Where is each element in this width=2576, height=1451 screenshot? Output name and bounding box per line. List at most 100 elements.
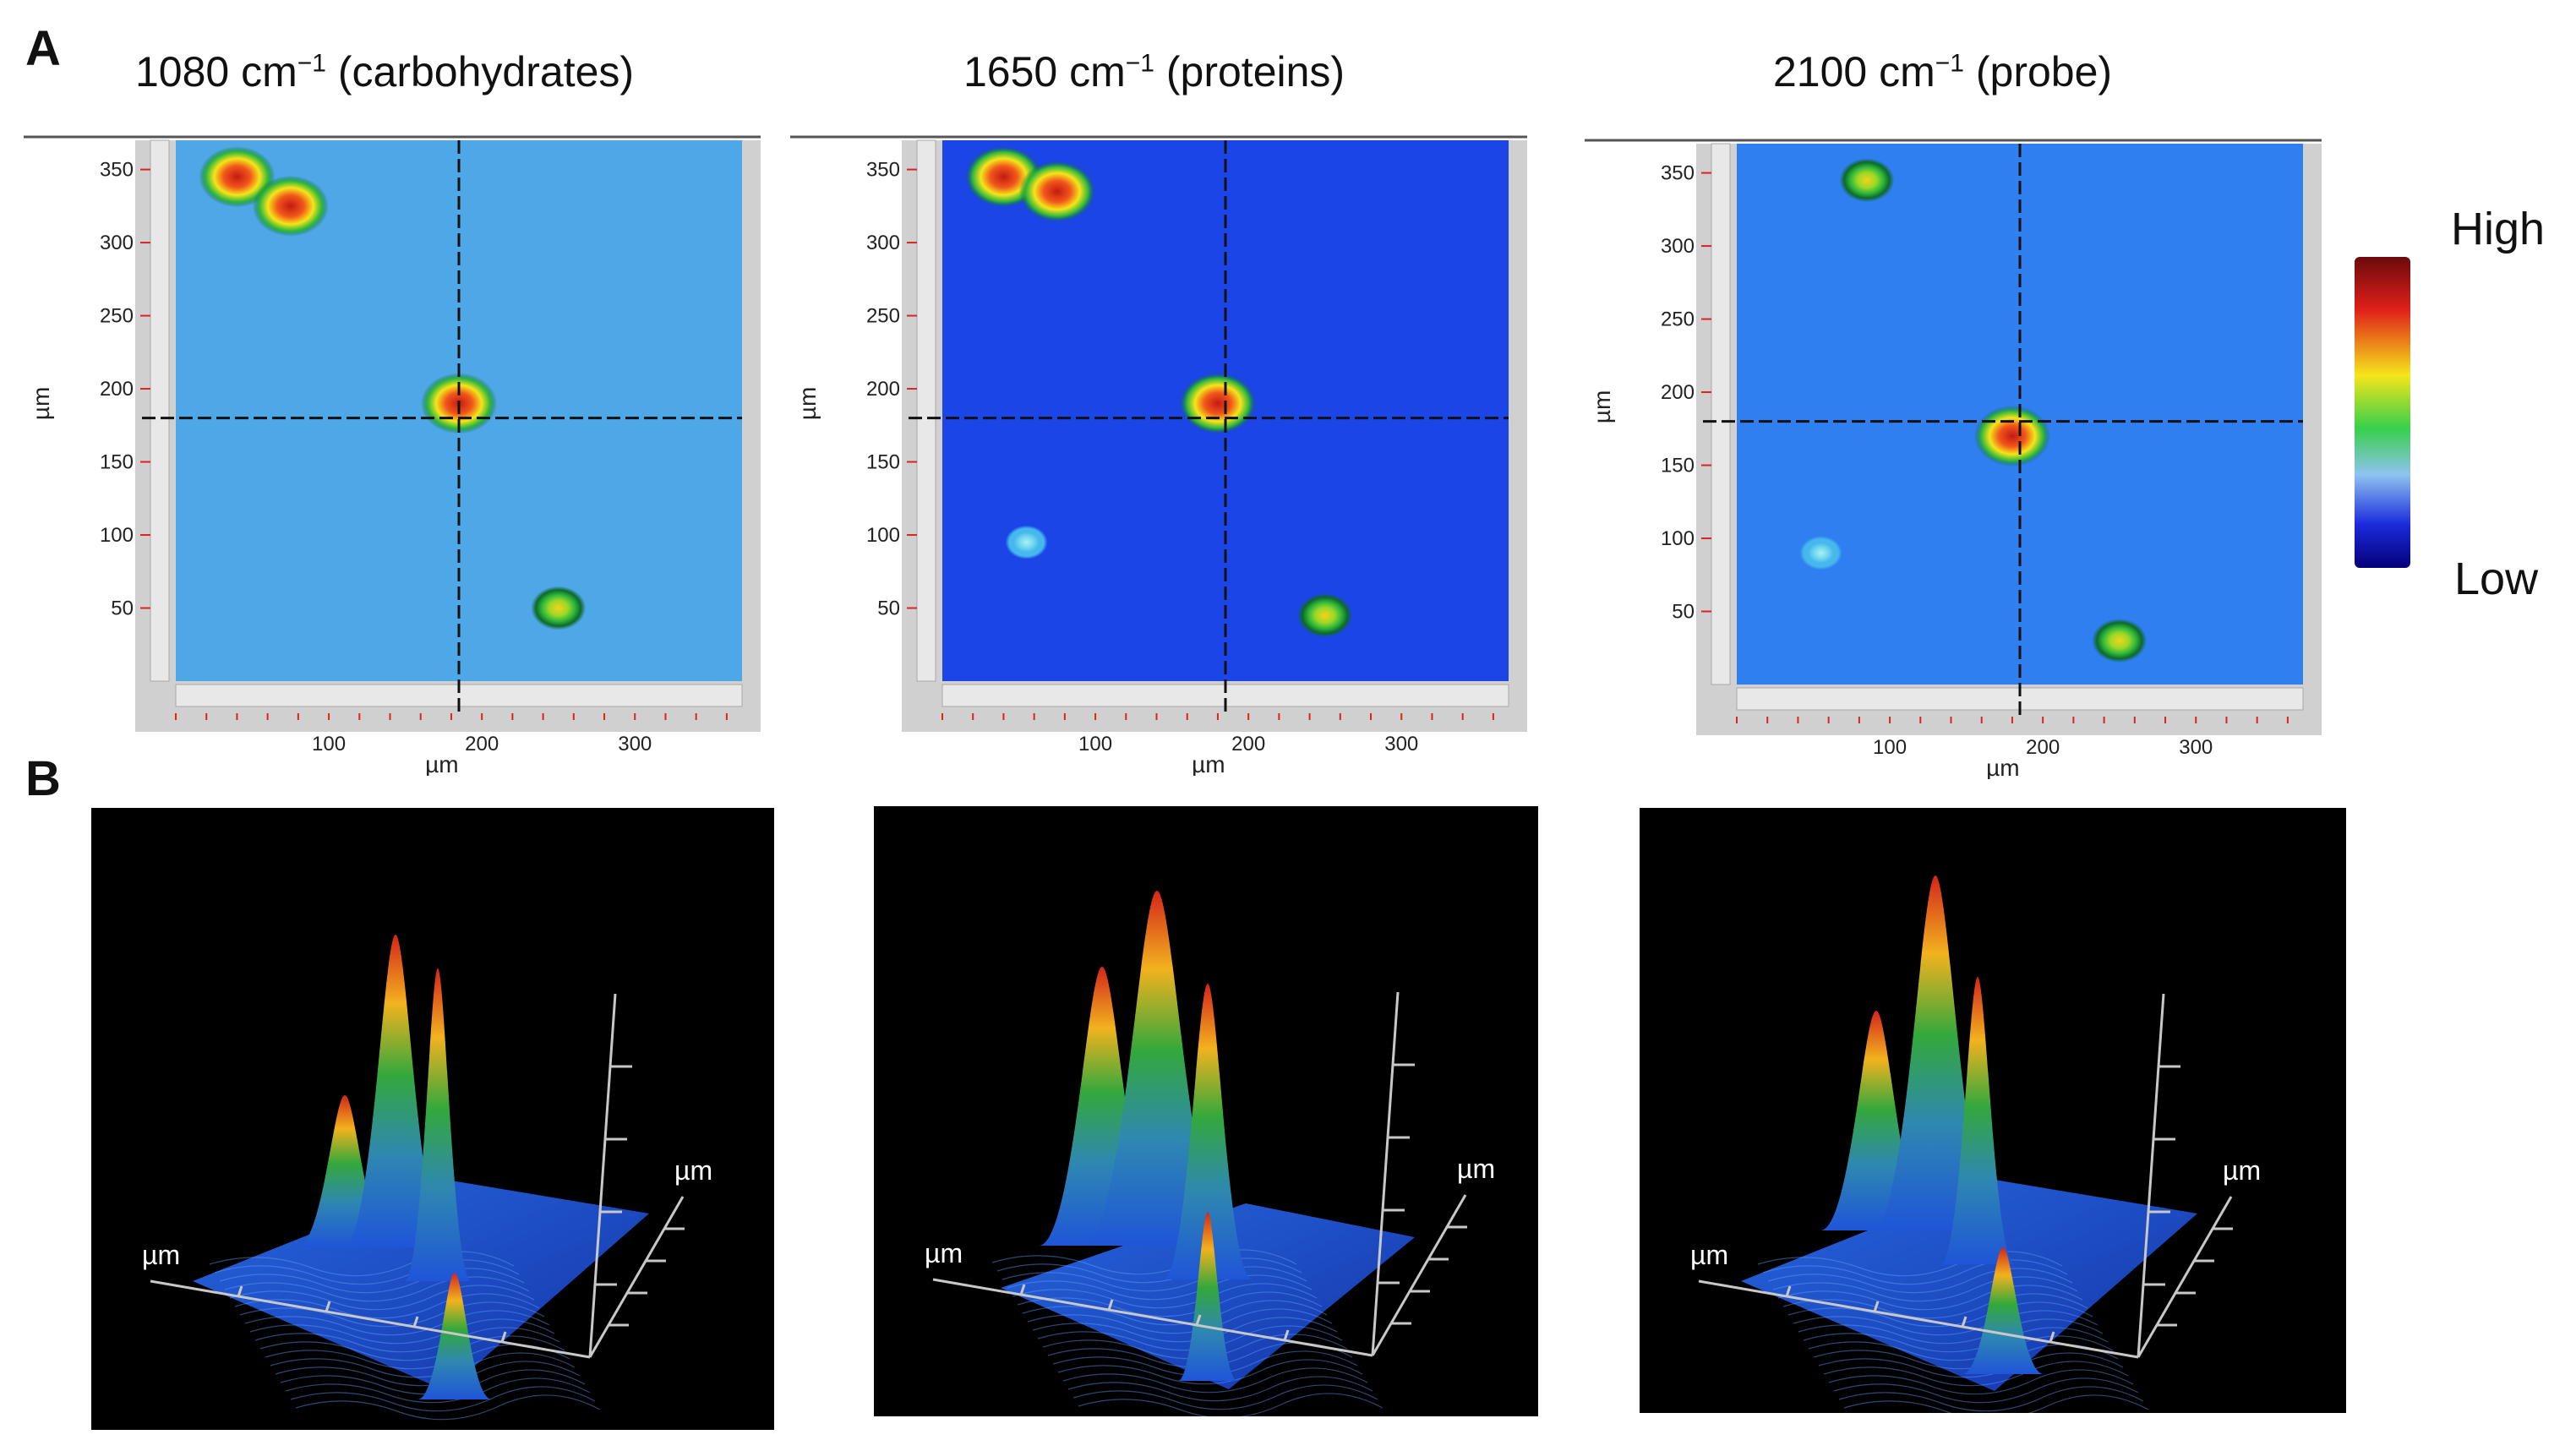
surface-texture <box>1818 1352 2124 1378</box>
surface-x-tick <box>325 1301 331 1312</box>
surface-texture <box>1057 1359 1363 1385</box>
surface-floor <box>1741 1180 2197 1391</box>
y-tick-label-50: 50 <box>1672 601 1695 624</box>
surface-x-tick <box>1873 1301 1880 1312</box>
surface-texture <box>275 1361 581 1387</box>
surface-texture <box>1012 1283 1318 1309</box>
surface-texture <box>239 1301 545 1328</box>
surface-texture <box>1772 1276 2078 1302</box>
surface-unit-right: µm <box>1457 1154 1495 1184</box>
surface-texture <box>244 1310 550 1336</box>
heatmap-hotspot-4 <box>1799 536 1842 570</box>
surface-x-tick <box>1107 1299 1114 1311</box>
surface-texture <box>1062 1367 1368 1394</box>
x-axis-unit: µm <box>1986 755 2019 779</box>
surface-texture <box>1007 1274 1313 1301</box>
map-vscroll <box>1711 143 1731 685</box>
surface-texture <box>1777 1285 2083 1311</box>
surface-texture <box>1072 1384 1378 1410</box>
map-2-title: 1650 cm−1 (proteins) <box>963 48 1345 95</box>
heatmap-hotspot-2 <box>252 175 329 237</box>
surface-plot-proteins-graphic: µm µm <box>925 891 1495 1416</box>
y-tick-label-250: 250 <box>100 305 134 328</box>
surface-texture <box>1017 1291 1323 1317</box>
surface-texture <box>1022 1300 1328 1326</box>
x-tick-label-200: 200 <box>2026 736 2060 759</box>
surface-peak-4 <box>1177 1212 1238 1381</box>
x-axis-unit: µm <box>1192 751 1225 776</box>
heatmap-hotspot-4 <box>1297 593 1353 638</box>
heatmap-hotspot-3 <box>2092 619 2148 663</box>
colorbar-high-label: High <box>2451 204 2546 254</box>
surface-x-tick <box>1785 1285 1792 1297</box>
y-tick-label-300: 300 <box>100 232 134 254</box>
y-axis-unit: µm <box>794 387 821 420</box>
surface-texture <box>219 1268 525 1294</box>
y-tick-label-200: 200 <box>866 378 900 401</box>
map-1-title: 1080 cm−1 (carbohydrates) <box>135 48 635 95</box>
x-tick-label-300: 300 <box>1384 733 1418 756</box>
surface-plot-proteins: µm µm <box>874 806 1538 1416</box>
surface-texture <box>229 1285 535 1311</box>
surface-floor <box>193 1180 649 1391</box>
surface-z-axis <box>2137 993 2165 1358</box>
surface-texture <box>224 1276 530 1302</box>
heatmap-hotspot-1 <box>199 146 276 208</box>
surface-plot-carbohydrates: µm µm <box>91 808 774 1430</box>
heatmap-probe-plot: 350 300 250 200 150 100 50 100 200 300 µm µm <box>1585 139 2322 779</box>
surface-texture <box>1762 1259 2068 1285</box>
surface-texture <box>285 1377 591 1404</box>
heatmap-carbohydrates: 350 300 250 200 150 100 50 100 200 300 µm µm <box>24 134 784 776</box>
surface-y-axis <box>588 1196 685 1358</box>
map-vscroll <box>150 139 170 682</box>
map-vscroll <box>916 139 936 682</box>
colorbar <box>2351 254 2415 571</box>
surface-x-tick <box>1283 1329 1290 1341</box>
y-tick-label-100: 100 <box>866 524 900 547</box>
surface-texture <box>1782 1293 2088 1319</box>
y-tick-label-350: 350 <box>1661 162 1695 185</box>
surface-unit-left: µm <box>925 1238 963 1268</box>
surface-texture <box>234 1293 540 1319</box>
surface-texture <box>1803 1327 2109 1353</box>
surface-texture <box>1032 1317 1338 1343</box>
surface-texture <box>270 1352 576 1378</box>
x-axis-unit: µm <box>425 751 458 776</box>
heatmap-hotspot-4 <box>531 586 587 630</box>
surface-x-tick <box>1195 1314 1202 1326</box>
surface-texture <box>1767 1268 2073 1294</box>
surface-texture <box>295 1394 601 1421</box>
surface-texture <box>1078 1393 1384 1416</box>
y-axis-unit: µm <box>28 387 54 420</box>
y-tick-label-350: 350 <box>866 159 900 182</box>
x-tick-label-300: 300 <box>618 733 652 756</box>
x-tick-label-300: 300 <box>2179 736 2213 759</box>
surface-texture <box>1798 1318 2104 1345</box>
heatmap-hotspot-2 <box>1973 405 2050 466</box>
y-tick-label-200: 200 <box>100 378 134 401</box>
surface-x-tick <box>2049 1331 2055 1343</box>
y-tick-label-50: 50 <box>111 597 134 620</box>
surface-texture <box>254 1327 560 1353</box>
surface-texture <box>249 1318 555 1345</box>
surface-texture <box>991 1249 1297 1275</box>
surface-peak-2 <box>343 935 448 1247</box>
y-tick-label-100: 100 <box>1661 527 1695 550</box>
surface-texture <box>1833 1377 2139 1404</box>
x-tick-label-100: 100 <box>1078 733 1112 756</box>
y-axis-unit: µm <box>1589 390 1615 423</box>
x-tick-label-100: 100 <box>1873 736 1907 759</box>
surface-z-axis <box>1371 991 1400 1356</box>
surface-unit-right: µm <box>674 1155 712 1186</box>
surface-y-axis <box>1371 1194 1467 1356</box>
surface-x-tick <box>237 1285 243 1297</box>
surface-peak-3 <box>404 968 472 1281</box>
surface-x-tick <box>500 1331 507 1343</box>
surface-texture <box>290 1386 596 1412</box>
y-tick-label-100: 100 <box>100 524 134 547</box>
surface-x-axis <box>932 1278 1373 1357</box>
colorbar-low-label: Low <box>2454 554 2539 604</box>
surface-texture <box>996 1257 1302 1284</box>
y-tick-label-200: 200 <box>1661 381 1695 404</box>
heatmap-proteins: 350 300 250 200 150 100 50 100 200 300 µm µm <box>790 134 1551 776</box>
